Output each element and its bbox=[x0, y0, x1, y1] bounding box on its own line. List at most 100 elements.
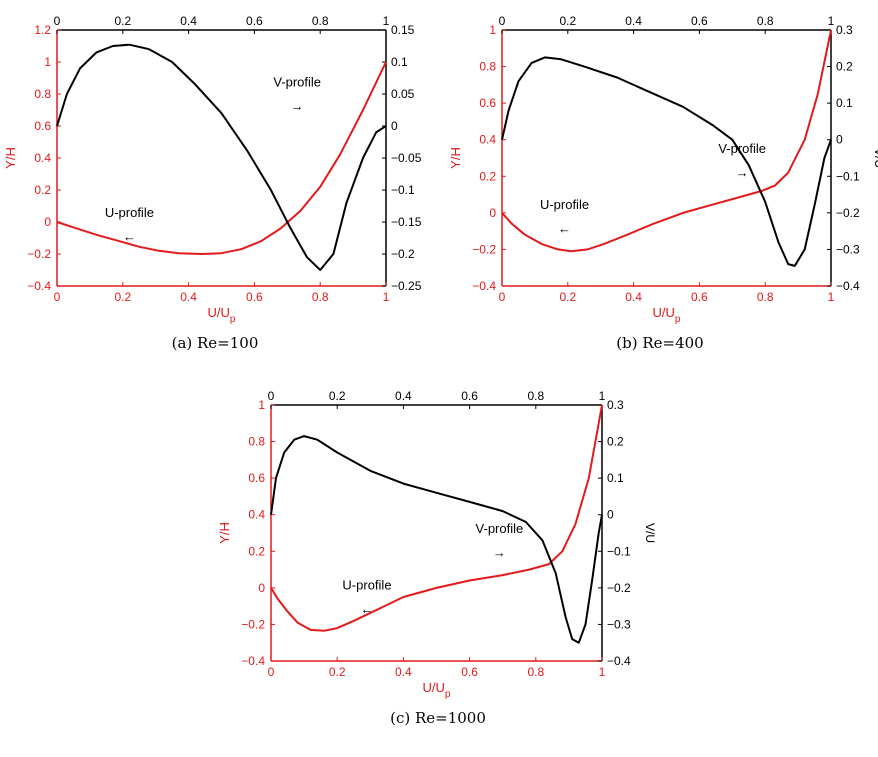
x-tick-label: 0.6 bbox=[461, 665, 478, 679]
annotation-arrow: → bbox=[291, 98, 304, 113]
top-x-tick-label: 0.2 bbox=[559, 14, 576, 28]
x-axis-label: U/Up bbox=[423, 680, 451, 700]
y2-axis-label: V/U bbox=[872, 148, 878, 168]
top-x-tick-label: 0.4 bbox=[180, 14, 197, 28]
x-axis-label-subscript: p bbox=[445, 689, 451, 700]
annotation-arrow: ← bbox=[123, 229, 136, 244]
y2-tick-label: 0 bbox=[607, 508, 614, 522]
y2-tick-label: −0.4 bbox=[836, 279, 860, 293]
y2-tick-label: 0 bbox=[836, 133, 843, 147]
v-profile-line bbox=[270, 435, 603, 644]
x-tick-label: 0.2 bbox=[329, 665, 346, 679]
top-x-tick-label: 1 bbox=[828, 14, 835, 28]
y2-tick-label: −0.3 bbox=[607, 617, 631, 631]
y-tick-label: −0.4 bbox=[241, 654, 265, 668]
panel-caption: (a) Re=100 bbox=[172, 334, 259, 352]
y-tick-label: 0.4 bbox=[248, 508, 265, 522]
y-tick-label: 0.8 bbox=[248, 435, 265, 449]
x-tick-label: 0.8 bbox=[312, 290, 329, 304]
y-tick-label: 0 bbox=[489, 206, 496, 220]
panel-caption: (b) Re=400 bbox=[616, 334, 703, 352]
chart-panel-1: 0 0.2 0.4 0.6 0.8 1−0.4−0.200.20.40.60.810 0.2… bbox=[448, 14, 878, 352]
y-tick-label: −0.2 bbox=[27, 247, 51, 261]
x-axis-label: U/Up bbox=[208, 305, 236, 325]
x-tick-label: 0.6 bbox=[246, 290, 263, 304]
y-tick-label: 0.4 bbox=[34, 151, 51, 165]
y2-tick-label: −0.1 bbox=[391, 183, 415, 197]
panel-caption: (c) Re=1000 bbox=[390, 709, 486, 727]
annotation-label: U-profile bbox=[540, 197, 589, 212]
annotation-arrow: → bbox=[493, 545, 506, 560]
y2-tick-label: −0.2 bbox=[391, 247, 415, 261]
top-x-tick-label: 0.8 bbox=[312, 14, 329, 28]
x-tick-label: 0.8 bbox=[757, 290, 774, 304]
y-tick-label: 0.2 bbox=[34, 183, 51, 197]
y-tick-label: −0.4 bbox=[472, 279, 496, 293]
top-x-tick-label: 0.2 bbox=[329, 389, 346, 403]
top-x-tick-label: 0.6 bbox=[246, 14, 263, 28]
top-x-tick-label: 0 bbox=[54, 14, 61, 28]
annotation-label: V-profile bbox=[718, 141, 766, 156]
v-profile-line bbox=[501, 56, 832, 267]
chart-panel-2: 0 0.2 0.4 0.6 0.8 1−0.4−0.200.20.40.60.810 0.2… bbox=[217, 389, 657, 727]
x-tick-label: 0.4 bbox=[395, 665, 412, 679]
y-tick-label: 0.8 bbox=[34, 87, 51, 101]
x-tick-label: 0.8 bbox=[527, 665, 544, 679]
y2-tick-label: 0.15 bbox=[391, 23, 415, 37]
top-x-tick-label: 0.8 bbox=[757, 14, 774, 28]
y2-tick-label: 0.2 bbox=[607, 435, 624, 449]
annotation-arrow: ← bbox=[558, 221, 571, 236]
top-x-tick-label: 0.2 bbox=[114, 14, 131, 28]
y-tick-label: 0.6 bbox=[479, 96, 496, 110]
y-tick-label: 0.2 bbox=[479, 169, 496, 183]
x-axis-label: U/Up bbox=[653, 305, 681, 325]
y2-tick-label: −0.3 bbox=[836, 242, 860, 256]
top-x-tick-label: 0 bbox=[268, 389, 275, 403]
y-axis-label: Y/H bbox=[217, 522, 232, 544]
y2-tick-label: −0.2 bbox=[836, 206, 860, 220]
y2-tick-label: −0.1 bbox=[607, 544, 631, 558]
top-x-tick-label: 0 bbox=[499, 14, 506, 28]
y2-tick-label: −0.4 bbox=[607, 654, 631, 668]
y-tick-label: 0.2 bbox=[248, 544, 265, 558]
x-tick-label: 1 bbox=[828, 290, 835, 304]
top-x-tick-label: 1 bbox=[599, 389, 606, 403]
y-axis-label: Y/H bbox=[3, 147, 18, 169]
y-tick-label: 0.6 bbox=[34, 119, 51, 133]
annotation-arrow: → bbox=[736, 165, 749, 180]
annotation-arrow: ← bbox=[360, 601, 373, 616]
top-x-tick-label: 0.6 bbox=[691, 14, 708, 28]
y2-tick-label: 0.3 bbox=[836, 23, 853, 37]
x-tick-label: 0 bbox=[499, 290, 506, 304]
x-tick-label: 0.4 bbox=[625, 290, 642, 304]
x-tick-label: 0.2 bbox=[114, 290, 131, 304]
y2-tick-label: 0.3 bbox=[607, 398, 624, 412]
annotation-label: U-profile bbox=[342, 577, 391, 592]
y2-tick-label: 0.1 bbox=[836, 96, 853, 110]
x-tick-label: 0.4 bbox=[180, 290, 197, 304]
y2-tick-label: 0.05 bbox=[391, 87, 415, 101]
annotation-label: V-profile bbox=[476, 521, 524, 536]
x-tick-label: 1 bbox=[383, 290, 390, 304]
top-x-tick-label: 0.4 bbox=[625, 14, 642, 28]
y-tick-label: 0 bbox=[258, 581, 265, 595]
y2-tick-label: 0 bbox=[391, 119, 398, 133]
u-profile-line bbox=[270, 404, 603, 632]
y-tick-label: −0.2 bbox=[472, 242, 496, 256]
x-tick-label: 0 bbox=[268, 665, 275, 679]
y-tick-label: 0.4 bbox=[479, 133, 496, 147]
x-tick-label: 0.6 bbox=[691, 290, 708, 304]
y-tick-label: 0.8 bbox=[479, 60, 496, 74]
y-tick-label: 1 bbox=[489, 23, 496, 37]
top-x-tick-label: 1 bbox=[383, 14, 390, 28]
y2-tick-label: 0.1 bbox=[607, 471, 624, 485]
y-tick-label: −0.4 bbox=[27, 279, 51, 293]
y2-tick-label: −0.1 bbox=[836, 169, 860, 183]
y-tick-label: 1.2 bbox=[34, 23, 51, 37]
y-tick-label: 1 bbox=[44, 55, 51, 69]
y2-axis-label: V/U bbox=[643, 523, 657, 543]
x-axis-label-subscript: p bbox=[675, 314, 681, 325]
y2-tick-label: −0.05 bbox=[391, 151, 422, 165]
y-tick-label: −0.2 bbox=[241, 617, 265, 631]
u-profile-line bbox=[56, 61, 387, 255]
